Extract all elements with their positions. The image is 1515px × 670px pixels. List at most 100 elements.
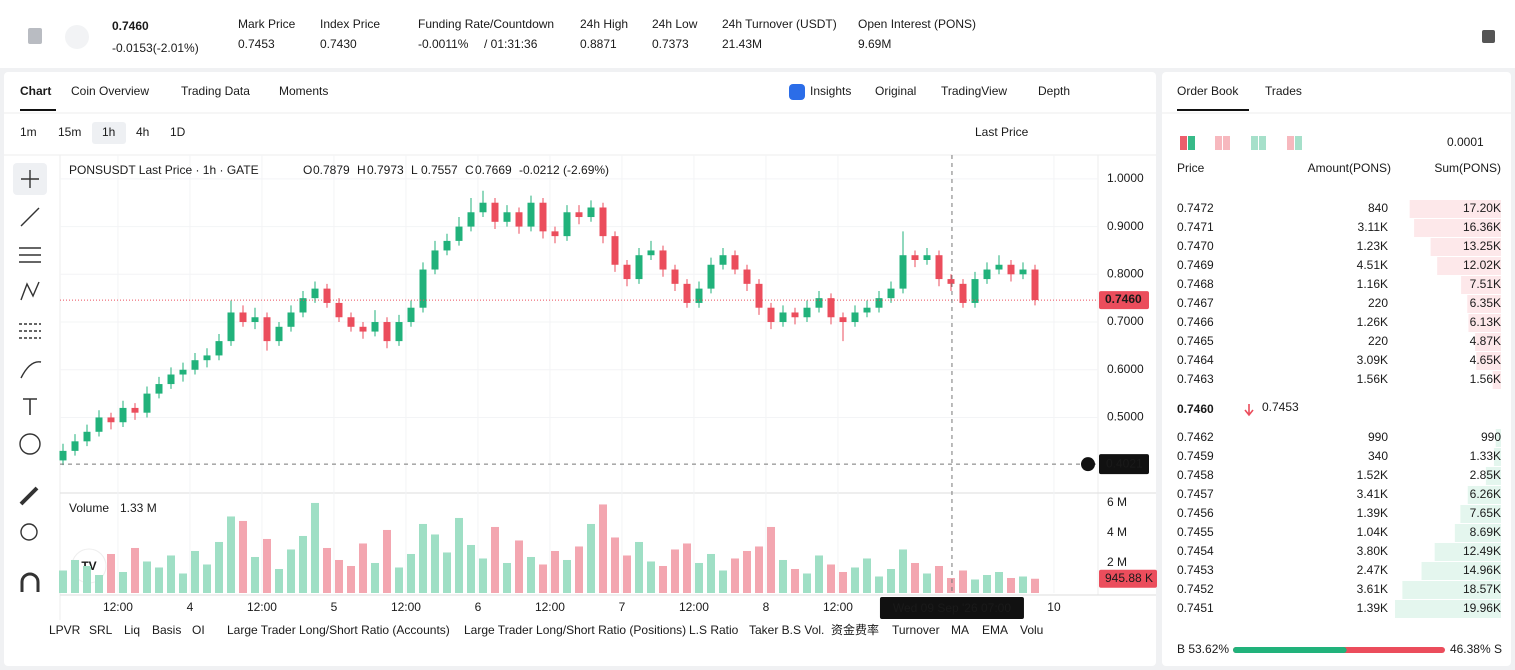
candle-body (191, 360, 199, 370)
indicator-tab[interactable]: LPVR (49, 623, 81, 637)
indicator-tab[interactable]: EMA (982, 623, 1008, 637)
layout-icon[interactable] (1188, 136, 1195, 150)
orderbook-tab[interactable]: Trades (1265, 84, 1302, 98)
stat-value: -0.0011% (418, 37, 469, 51)
chart-tab[interactable]: Coin Overview (71, 84, 149, 98)
candle-body (875, 298, 883, 308)
indicator-tab[interactable]: Taker B.S Vol. (749, 623, 824, 637)
order-sum: 12.49K (1463, 544, 1501, 558)
tool-zoom[interactable] (20, 523, 38, 541)
interval[interactable]: 1m (20, 125, 37, 139)
crosshair-x-label: Wed 09 Sep '26 07:00 (893, 601, 1011, 615)
crosshair-add[interactable] (1081, 457, 1095, 472)
order-sum: 1.56K (1470, 372, 1501, 386)
volume-bar (647, 561, 655, 593)
depth-bar (1454, 524, 1501, 542)
crosshair-y-label: 0.4021 (1106, 456, 1143, 470)
indicator-tab[interactable]: OI (192, 623, 205, 637)
candle-body (995, 264, 1003, 270)
candle-body (827, 298, 835, 318)
order-amount: 2.47K (1357, 563, 1388, 577)
volume-bar (311, 502, 319, 593)
interval[interactable]: 1h (102, 125, 115, 139)
interval[interactable]: 4h (136, 125, 149, 139)
view-tab[interactable]: Insights (810, 84, 851, 98)
tool-ruler[interactable] (19, 486, 39, 506)
ohlc-change: -0.0212 (-2.69%) (519, 163, 609, 177)
chart-tab[interactable]: Moments (279, 84, 328, 98)
candle-body (743, 269, 751, 284)
volume-bar (455, 517, 463, 593)
volume-bar (335, 559, 343, 593)
volume-bar (959, 570, 967, 593)
layout-icon[interactable] (1180, 136, 1187, 150)
price-source[interactable]: Last Price (975, 125, 1029, 139)
indicator-tab[interactable]: 资金费率 (831, 622, 879, 637)
chart-tab[interactable]: Chart (20, 84, 51, 98)
chart-tab[interactable]: Trading Data (181, 84, 250, 98)
volume-bar (899, 549, 907, 593)
layout-icon[interactable] (1295, 136, 1302, 150)
indicator-tab[interactable]: Basis (152, 623, 181, 637)
indicator-tab[interactable]: MA (951, 623, 969, 637)
favorite-button[interactable] (65, 25, 89, 49)
volume-current: 1.33 M (120, 501, 157, 515)
order-price: 0.7463 (1177, 372, 1214, 386)
candle-body (167, 374, 175, 385)
indicator-tab[interactable]: Large Trader Long/Short Ratio (Positions… (464, 623, 686, 637)
settings-icon[interactable] (1482, 30, 1495, 43)
volume-bar (467, 544, 475, 593)
volume-bar (875, 576, 883, 593)
order-amount: 220 (1368, 334, 1388, 348)
indicator-tab[interactable]: L.S Ratio (689, 623, 739, 637)
layout-icon[interactable] (1215, 136, 1222, 150)
candle-body (71, 441, 79, 451)
indicator-tab[interactable]: Liq (124, 623, 140, 637)
layout-icon[interactable] (1287, 136, 1294, 150)
tool-line[interactable] (20, 207, 40, 227)
view-tab[interactable]: TradingView (941, 84, 1007, 98)
candle-body (791, 312, 799, 318)
order-amount: 1.52K (1357, 468, 1388, 482)
interval[interactable]: 1D (170, 125, 186, 139)
tool-text[interactable] (23, 398, 37, 415)
y-tick-label: 0.6000 (1107, 362, 1144, 376)
indicator-tab[interactable]: Large Trader Long/Short Ratio (Accounts) (227, 623, 450, 637)
volume-bar (227, 516, 235, 593)
indicator-tab[interactable]: Volu (1020, 623, 1043, 637)
view-tab[interactable]: Depth (1038, 84, 1070, 98)
volume-bar (791, 568, 799, 593)
candle-body (887, 288, 895, 299)
view-tab[interactable]: Original (875, 84, 916, 98)
tool-brush[interactable] (20, 361, 42, 379)
y-tick-label: 0.5000 (1107, 410, 1144, 424)
candle-body (755, 283, 763, 308)
order-sum: 6.26K (1470, 487, 1501, 501)
candle-body (275, 326, 283, 342)
tool-fib[interactable] (19, 323, 41, 339)
tool-emoji[interactable] (19, 433, 41, 455)
candle-body (131, 407, 139, 413)
tool-pattern[interactable] (20, 281, 40, 301)
order-amount: 840 (1368, 201, 1388, 215)
layout-icon[interactable] (1259, 136, 1266, 150)
indicator-tab[interactable]: SRL (89, 623, 113, 637)
indicator-tab[interactable]: Turnover (892, 623, 940, 637)
order-sum: 13.25K (1463, 239, 1501, 253)
volume-bar (611, 537, 619, 593)
tool-channel[interactable] (19, 247, 41, 263)
tool-crosshair[interactable] (21, 170, 39, 188)
price-change: -0.0153(-2.01%) (112, 41, 199, 55)
volume-bar (827, 564, 835, 593)
ohlc-key: H (357, 163, 366, 177)
orderbook-tab[interactable]: Order Book (1177, 84, 1239, 98)
layout-icon[interactable] (1223, 136, 1230, 150)
last-price: 0.7460 (112, 19, 149, 33)
precision[interactable]: 0.0001 (1447, 135, 1484, 149)
stat-label: Funding Rate/Countdown (418, 17, 554, 31)
tool-magnet[interactable] (20, 572, 40, 592)
candle-body (443, 240, 451, 251)
candle-body (395, 322, 403, 342)
layout-icon[interactable] (1251, 136, 1258, 150)
interval[interactable]: 15m (58, 125, 81, 139)
